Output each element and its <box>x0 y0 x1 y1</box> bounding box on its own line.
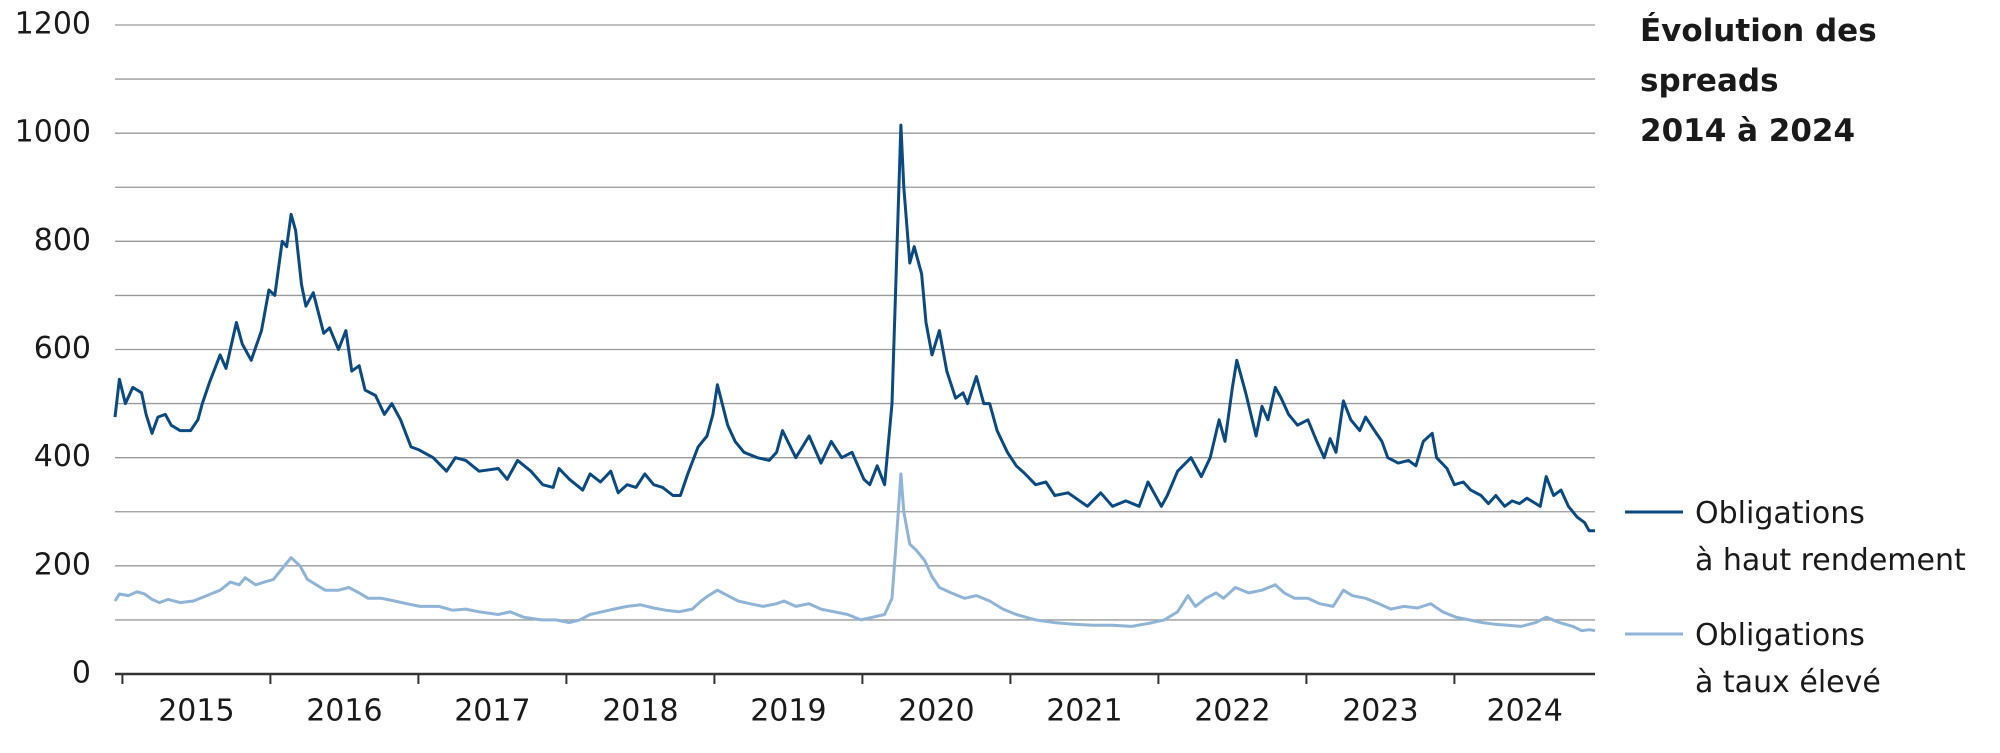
y-tick-label: 1200 <box>15 7 91 42</box>
legend-label: Obligations à haut rendement <box>1695 496 1966 578</box>
x-tick-label: 2019 <box>750 694 826 729</box>
chart-title: Évolution des spreads 2014 à 2024 <box>1640 13 1877 149</box>
y-tick-label: 600 <box>34 331 91 366</box>
x-tick-label: 2015 <box>158 694 234 729</box>
x-tick-label: 2016 <box>306 694 382 729</box>
x-tick-label: 2018 <box>602 694 678 729</box>
y-tick-label: 800 <box>34 223 91 258</box>
y-tick-label: 0 <box>72 656 91 691</box>
series-line <box>113 472 1596 633</box>
series-line <box>113 123 1595 533</box>
x-tick-label: 2020 <box>898 694 974 729</box>
x-tick-label: 2021 <box>1046 694 1122 729</box>
y-tick-label: 1000 <box>15 115 91 150</box>
x-tick-label: 2024 <box>1487 694 1563 729</box>
x-tick-label: 2022 <box>1194 694 1270 729</box>
y-tick-label: 400 <box>34 439 91 474</box>
y-tick-label: 200 <box>34 547 91 582</box>
legend-label: Obligations à taux élevé <box>1695 618 1881 700</box>
x-tick-label: 2017 <box>454 694 530 729</box>
x-tick-label: 2023 <box>1342 694 1418 729</box>
